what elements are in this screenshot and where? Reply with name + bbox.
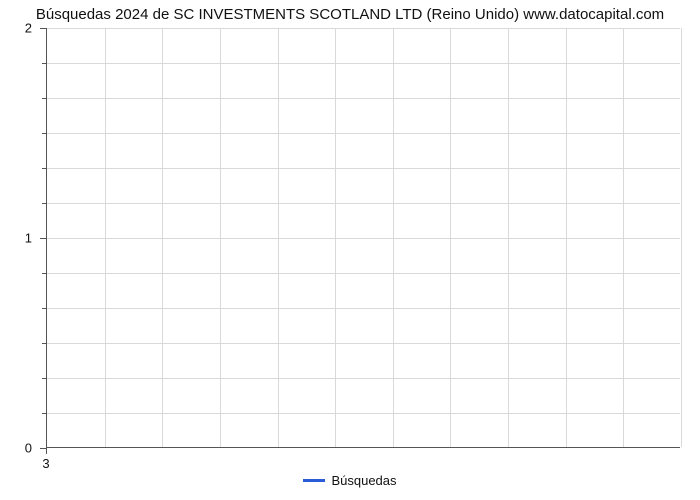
x-tick-label: 3 (42, 456, 49, 471)
gridline-vertical (105, 28, 106, 447)
gridline-horizontal (47, 98, 680, 99)
gridline-vertical (681, 28, 682, 447)
y-minor-tick (42, 378, 46, 379)
gridline-horizontal (47, 413, 680, 414)
gridline-vertical (335, 28, 336, 447)
plot-area (46, 28, 680, 448)
y-minor-tick (42, 168, 46, 169)
y-tick-label: 1 (0, 231, 32, 246)
gridline-vertical (566, 28, 567, 447)
legend-swatch (303, 479, 325, 482)
chart-title: Búsquedas 2024 de SC INVESTMENTS SCOTLAN… (0, 6, 700, 23)
legend-label: Búsquedas (331, 473, 396, 488)
gridline-horizontal (47, 133, 680, 134)
gridline-horizontal (47, 28, 680, 29)
chart-container: Búsquedas 2024 de SC INVESTMENTS SCOTLAN… (0, 0, 700, 500)
y-tick-label: 2 (0, 21, 32, 36)
y-tick-mark (40, 28, 46, 29)
gridline-vertical (393, 28, 394, 447)
y-minor-tick (42, 273, 46, 274)
gridline-vertical (278, 28, 279, 447)
gridline-horizontal (47, 308, 680, 309)
y-minor-tick (42, 98, 46, 99)
gridline-horizontal (47, 343, 680, 344)
gridline-vertical (220, 28, 221, 447)
gridline-horizontal (47, 168, 680, 169)
gridline-horizontal (47, 238, 680, 239)
gridline-horizontal (47, 203, 680, 204)
legend: Búsquedas (0, 472, 700, 488)
y-minor-tick (42, 413, 46, 414)
y-minor-tick (42, 203, 46, 204)
x-tick-mark (46, 448, 47, 454)
y-minor-tick (42, 308, 46, 309)
gridline-vertical (508, 28, 509, 447)
y-minor-tick (42, 63, 46, 64)
y-tick-mark (40, 238, 46, 239)
y-minor-tick (42, 133, 46, 134)
gridline-horizontal (47, 63, 680, 64)
y-tick-label: 0 (0, 441, 32, 456)
gridline-horizontal (47, 378, 680, 379)
gridline-vertical (623, 28, 624, 447)
gridline-horizontal (47, 273, 680, 274)
gridline-vertical (450, 28, 451, 447)
gridline-vertical (162, 28, 163, 447)
y-minor-tick (42, 343, 46, 344)
